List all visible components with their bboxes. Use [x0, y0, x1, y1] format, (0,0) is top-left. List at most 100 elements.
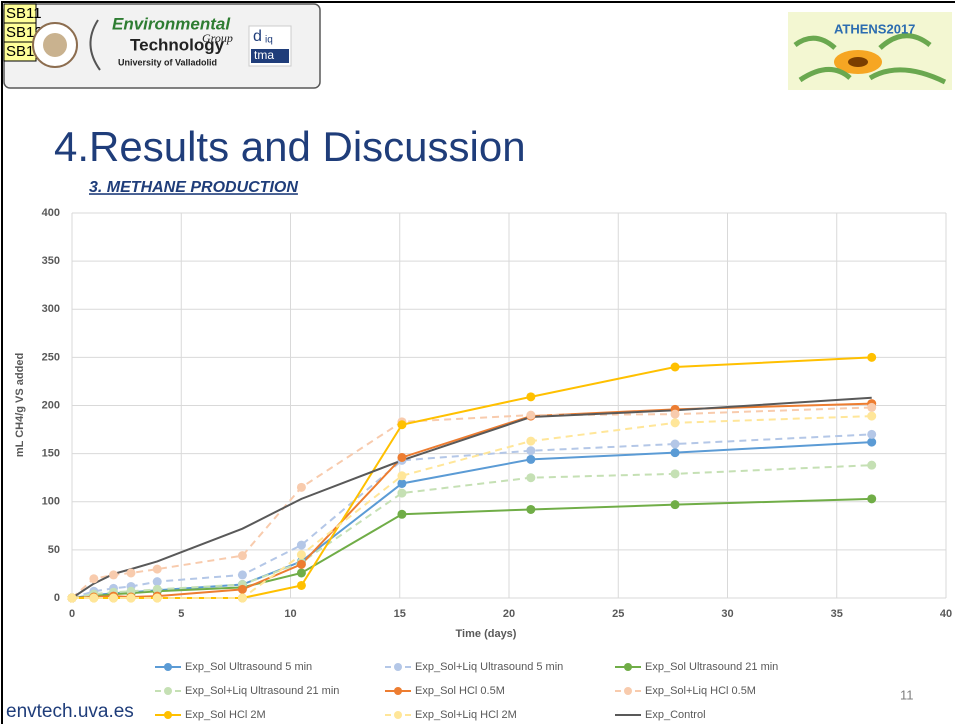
dept-logo-band — [251, 49, 289, 63]
series-line — [71, 402, 872, 599]
legend-marker — [164, 687, 172, 695]
data-point — [89, 593, 99, 603]
event-logo-text: ATHENS2017 — [834, 21, 915, 36]
data-point — [867, 429, 877, 439]
legend-label: Exp_Sol+Liq Ultrasound 21 min — [185, 685, 339, 697]
y-tick-label: 400 — [42, 207, 60, 219]
slide-heading: 4.Results and Discussion — [54, 123, 526, 170]
data-point — [296, 540, 306, 550]
data-point — [126, 568, 136, 578]
data-point — [109, 593, 119, 603]
x-tick-label: 30 — [721, 608, 733, 620]
y-tick-label: 300 — [42, 303, 60, 315]
data-point — [670, 439, 680, 449]
chart-title: 3. METHANE PRODUCTION — [89, 179, 298, 196]
data-point — [670, 418, 680, 428]
data-point — [670, 409, 680, 419]
data-point — [152, 584, 162, 594]
legend-label: Exp_Sol HCl 0.5M — [415, 685, 505, 697]
data-point — [526, 504, 536, 514]
legend-marker — [394, 711, 402, 719]
logo-text: Technology — [130, 35, 225, 54]
data-point — [867, 402, 877, 412]
legend-marker — [164, 663, 172, 671]
data-point — [296, 568, 306, 578]
data-point — [526, 473, 536, 483]
data-point — [237, 584, 247, 594]
data-point — [109, 570, 119, 580]
data-point — [397, 471, 407, 481]
x-tick-label: 35 — [831, 608, 843, 620]
legend-label: Exp_Sol+Liq Ultrasound 5 min — [415, 661, 563, 673]
legend-label: Exp_Sol+Liq HCl 0.5M — [645, 685, 756, 697]
legend-label: Exp_Sol Ultrasound 5 min — [185, 661, 312, 673]
y-tick-label: 250 — [42, 351, 60, 363]
data-point — [397, 478, 407, 488]
data-point — [296, 559, 306, 569]
data-point — [397, 452, 407, 462]
university-seal-center — [43, 33, 67, 57]
y-tick-label: 200 — [42, 399, 60, 411]
logo-text: Group — [202, 31, 233, 45]
data-point — [237, 570, 247, 580]
y-tick-label: 150 — [42, 448, 60, 460]
legend-label: Exp_Sol+Liq HCl 2M — [415, 709, 517, 721]
data-point — [296, 550, 306, 560]
legend-marker — [624, 663, 632, 671]
x-tick-label: 0 — [69, 608, 75, 620]
event-logo-flower-center — [848, 57, 868, 67]
series-line — [72, 356, 872, 599]
legend-label: Exp_Control — [645, 709, 706, 721]
data-point — [867, 460, 877, 470]
legend-label: Exp_Sol Ultrasound 21 min — [645, 661, 778, 673]
data-point — [152, 564, 162, 574]
x-tick-label: 20 — [503, 608, 515, 620]
website: envtech.uva.es — [6, 701, 134, 722]
legend-label: Exp_Sol HCl 2M — [185, 709, 266, 721]
data-point — [67, 593, 77, 603]
data-point — [867, 352, 877, 362]
data-point — [152, 577, 162, 587]
data-point — [397, 509, 407, 519]
data-point — [296, 482, 306, 492]
data-point — [670, 469, 680, 479]
data-point — [397, 420, 407, 430]
dept-logo-text: tma — [254, 48, 274, 62]
logo-text: University of Valladolid — [118, 57, 217, 67]
y-tick-label: 350 — [42, 255, 60, 267]
data-point — [526, 436, 536, 446]
data-point — [526, 392, 536, 402]
x-axis-label: Time (days) — [456, 628, 517, 640]
y-tick-label: 100 — [42, 496, 60, 508]
x-tick-label: 15 — [394, 608, 406, 620]
data-point — [670, 500, 680, 510]
logo-text: Environmental — [112, 14, 231, 33]
event-logo-leaves — [793, 33, 947, 85]
data-point — [152, 593, 162, 603]
data-point — [670, 362, 680, 372]
series-line — [71, 433, 872, 599]
data-point — [526, 446, 536, 456]
section-label: SB12 — [6, 24, 43, 41]
dept-logo-text: iq — [265, 35, 273, 46]
legend-marker — [394, 687, 402, 695]
data-point — [526, 454, 536, 464]
page-number: 11 — [900, 687, 914, 702]
logo-swoosh — [89, 19, 101, 71]
data-point — [867, 411, 877, 421]
data-point — [296, 580, 306, 590]
series-line — [71, 441, 872, 599]
x-tick-label: 10 — [284, 608, 296, 620]
x-tick-label: 25 — [612, 608, 624, 620]
y-tick-label: 50 — [48, 544, 60, 556]
data-point — [670, 448, 680, 458]
data-point — [237, 551, 247, 561]
legend-marker — [164, 711, 172, 719]
x-tick-label: 5 — [178, 608, 184, 620]
data-point — [526, 410, 536, 420]
legend-marker — [394, 663, 402, 671]
dept-logo-text: d — [253, 28, 262, 45]
series-line — [71, 396, 872, 599]
